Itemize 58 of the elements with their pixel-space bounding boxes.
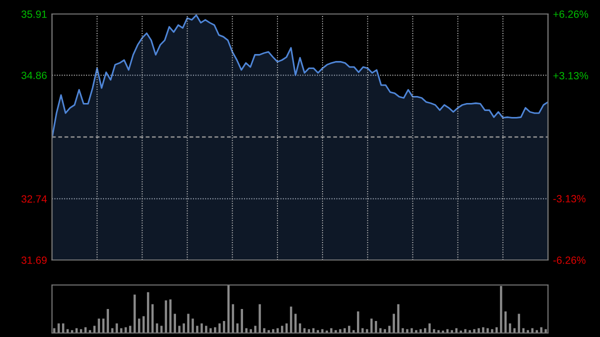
bar [464, 329, 466, 333]
bar [276, 328, 279, 333]
bar [415, 330, 418, 333]
bar [344, 328, 346, 333]
bar [540, 327, 542, 333]
bar [62, 323, 64, 333]
y-tick-label: 32.74 [21, 195, 47, 203]
bar [272, 329, 274, 333]
bar [182, 323, 185, 333]
bar [134, 294, 136, 333]
bar [268, 330, 270, 333]
bar [138, 318, 140, 333]
bar [406, 329, 408, 333]
y2-tick-label: +6.26% [553, 10, 588, 18]
bar [468, 330, 471, 333]
bar [392, 314, 395, 333]
bar [473, 329, 476, 333]
bar [397, 304, 400, 333]
bar [348, 326, 350, 333]
y-tick-label: 34.86 [21, 72, 47, 80]
bar [178, 326, 180, 333]
bar [196, 326, 198, 333]
bar [491, 329, 494, 333]
bar [420, 329, 422, 333]
bar [402, 328, 404, 333]
y2-tick-label: +3.13% [553, 72, 588, 80]
bar [124, 327, 127, 333]
bar [254, 326, 256, 333]
bar [482, 327, 484, 333]
bar [478, 328, 480, 333]
bar [410, 328, 413, 333]
bar [330, 328, 332, 333]
bar [116, 323, 118, 333]
bar [205, 326, 208, 333]
y2-tick-label: -3.13% [553, 195, 586, 202]
bar [129, 326, 132, 333]
bar [486, 328, 489, 333]
bar [120, 328, 122, 333]
y-tick-label: 35.91 [21, 10, 47, 18]
bar [531, 328, 534, 333]
bar [111, 328, 114, 333]
bar [187, 314, 190, 333]
bar [321, 329, 324, 333]
bar [536, 330, 538, 333]
bar [106, 309, 109, 333]
bar [66, 329, 69, 333]
bar [544, 329, 547, 333]
bar [192, 318, 194, 333]
bar [263, 328, 266, 333]
bar [53, 328, 56, 333]
bar [339, 329, 342, 333]
bar [334, 330, 337, 333]
y-tick-label: 31.69 [21, 256, 47, 264]
bar [258, 304, 261, 333]
bar [200, 323, 203, 333]
y2-tick-label: -6.26% [553, 256, 586, 264]
bar [250, 329, 252, 333]
bar [58, 323, 60, 333]
